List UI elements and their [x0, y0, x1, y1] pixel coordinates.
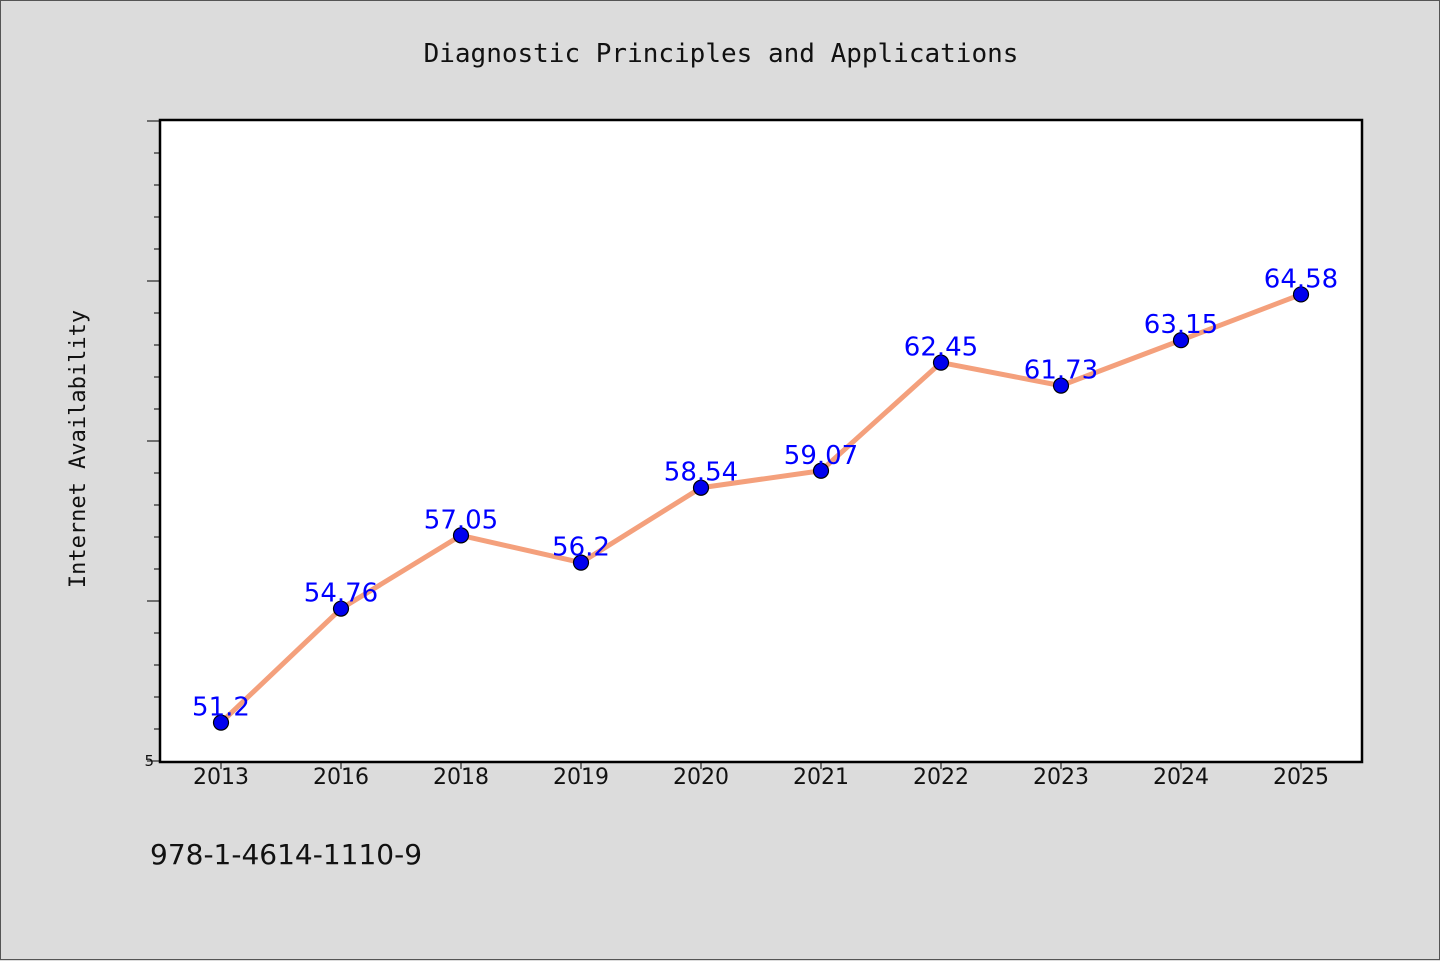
x-tick-label: 2021 [793, 765, 849, 790]
data-point [1052, 377, 1070, 394]
data-label: 61.73 [1024, 356, 1098, 386]
x-tick-label: 2013 [193, 765, 249, 790]
x-tick-label: 2025 [1273, 765, 1329, 790]
data-point [1172, 332, 1190, 349]
data-label: 59.07 [784, 441, 858, 471]
data-point [572, 554, 590, 571]
data-label: 62.45 [904, 333, 978, 363]
data-point [932, 354, 950, 371]
isbn-text: 978-1-4614-1110-9 [150, 838, 422, 871]
y-tick-label: 5 [144, 752, 154, 770]
x-tick-label: 2022 [913, 765, 969, 790]
data-point [212, 714, 230, 731]
series-layer: 51.2 54.76 57.05 56.2 58.54 59.07 62.45 61.73 63… [192, 264, 1338, 731]
data-label: 58.54 [664, 458, 738, 488]
data-point [332, 600, 350, 617]
data-point [692, 479, 710, 496]
data-label: 56.2 [552, 533, 610, 563]
y-axis-ticks: 5 [144, 120, 161, 770]
x-tick-label: 2023 [1033, 765, 1089, 790]
data-label: 64.58 [1264, 264, 1338, 294]
x-tick-label: 2019 [553, 765, 609, 790]
data-point [812, 462, 830, 479]
chart-title: Diagnostic Principles and Applications [424, 39, 1019, 69]
x-axis-ticks: 2013 2016 2018 2019 2020 2021 2022 2023 2024 2025 [193, 761, 1329, 790]
y-axis-label: Internet Availability [66, 310, 91, 588]
data-point [452, 527, 470, 544]
x-tick-label: 2018 [433, 765, 489, 790]
series-line [218, 291, 1304, 726]
data-label: 63.15 [1144, 310, 1218, 340]
data-label: 54.76 [304, 579, 378, 609]
data-label: 51.2 [192, 693, 250, 723]
plot-area [158, 118, 1364, 764]
x-tick-label: 2016 [313, 765, 369, 790]
data-point [1292, 286, 1310, 303]
x-tick-label: 2020 [673, 765, 729, 790]
x-tick-label: 2024 [1153, 765, 1209, 790]
data-label: 57.05 [424, 505, 498, 535]
